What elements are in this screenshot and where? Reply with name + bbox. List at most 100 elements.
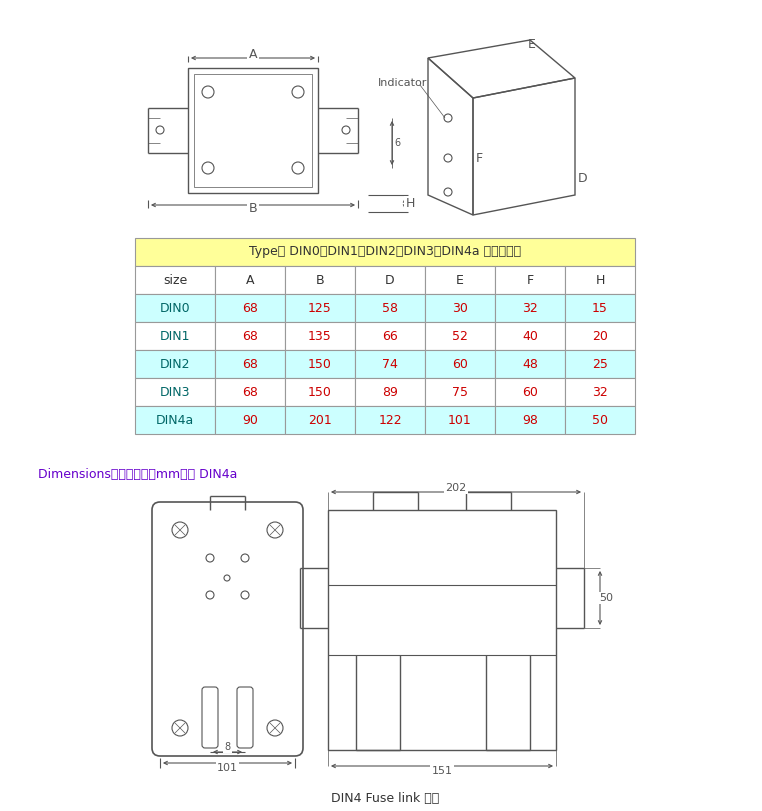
Polygon shape: [355, 406, 425, 434]
Polygon shape: [285, 266, 355, 294]
Text: 68: 68: [242, 385, 258, 398]
Text: 66: 66: [382, 329, 398, 342]
Text: 52: 52: [452, 329, 468, 342]
Polygon shape: [135, 378, 215, 406]
Polygon shape: [285, 406, 355, 434]
Text: DIN1: DIN1: [160, 329, 190, 342]
Polygon shape: [355, 350, 425, 378]
Polygon shape: [495, 266, 565, 294]
Text: 98: 98: [522, 414, 538, 427]
Text: 40: 40: [522, 329, 538, 342]
Text: 25: 25: [592, 358, 608, 371]
Text: 75: 75: [452, 385, 468, 398]
Polygon shape: [355, 378, 425, 406]
Text: 150: 150: [308, 358, 332, 371]
Text: 6: 6: [394, 138, 400, 148]
Polygon shape: [215, 406, 285, 434]
Text: H: H: [405, 197, 415, 210]
Text: DIN3: DIN3: [160, 385, 190, 398]
Text: Type： DIN0、DIN1、DIN2、DIN3、DIN4a 尺寸示意图: Type： DIN0、DIN1、DIN2、DIN3、DIN4a 尺寸示意图: [249, 246, 521, 259]
Text: 201: 201: [308, 414, 332, 427]
Polygon shape: [495, 322, 565, 350]
Text: 89: 89: [382, 385, 398, 398]
Polygon shape: [355, 322, 425, 350]
Polygon shape: [355, 266, 425, 294]
Text: Indicator: Indicator: [378, 78, 427, 88]
Text: F: F: [527, 273, 533, 286]
Polygon shape: [355, 294, 425, 322]
Text: 48: 48: [522, 358, 538, 371]
Polygon shape: [565, 322, 635, 350]
Text: D: D: [578, 171, 588, 184]
Polygon shape: [135, 406, 215, 434]
Polygon shape: [565, 266, 635, 294]
Text: 101: 101: [448, 414, 472, 427]
Text: E: E: [456, 273, 464, 286]
Polygon shape: [425, 350, 495, 378]
Text: 68: 68: [242, 358, 258, 371]
Polygon shape: [135, 294, 215, 322]
Text: 8: 8: [225, 742, 231, 752]
Text: Dimensions安装尺寸图（mm）： DIN4a: Dimensions安装尺寸图（mm）： DIN4a: [38, 469, 238, 482]
Polygon shape: [285, 350, 355, 378]
Text: 135: 135: [308, 329, 332, 342]
Text: B: B: [315, 273, 325, 286]
Polygon shape: [135, 350, 215, 378]
Polygon shape: [215, 266, 285, 294]
Polygon shape: [495, 350, 565, 378]
Polygon shape: [425, 294, 495, 322]
Polygon shape: [495, 294, 565, 322]
Text: 30: 30: [452, 302, 468, 315]
Text: 58: 58: [382, 302, 398, 315]
Text: 68: 68: [242, 329, 258, 342]
Text: F: F: [476, 152, 483, 165]
Text: size: size: [163, 273, 187, 286]
Text: DIN0: DIN0: [160, 302, 190, 315]
Text: 150: 150: [308, 385, 332, 398]
Text: 15: 15: [592, 302, 608, 315]
Text: 125: 125: [308, 302, 332, 315]
Polygon shape: [215, 294, 285, 322]
Text: B: B: [248, 203, 258, 216]
Text: 32: 32: [592, 385, 608, 398]
Text: 32: 32: [522, 302, 538, 315]
Polygon shape: [565, 406, 635, 434]
Polygon shape: [135, 266, 215, 294]
Text: 74: 74: [382, 358, 398, 371]
Text: 90: 90: [242, 414, 258, 427]
Text: 60: 60: [522, 385, 538, 398]
Text: DIN4a: DIN4a: [156, 414, 194, 427]
Polygon shape: [495, 378, 565, 406]
Text: H: H: [595, 273, 605, 286]
Polygon shape: [135, 322, 215, 350]
Text: 68: 68: [242, 302, 258, 315]
Polygon shape: [215, 322, 285, 350]
Text: D: D: [385, 273, 395, 286]
Polygon shape: [285, 378, 355, 406]
Polygon shape: [565, 294, 635, 322]
Polygon shape: [285, 322, 355, 350]
Text: 202: 202: [445, 483, 466, 493]
Polygon shape: [565, 350, 635, 378]
Text: 101: 101: [217, 763, 238, 773]
Text: 50: 50: [599, 593, 613, 603]
Polygon shape: [135, 238, 635, 266]
Text: 60: 60: [452, 358, 468, 371]
Text: 20: 20: [592, 329, 608, 342]
Text: E: E: [528, 38, 536, 52]
Text: DIN2: DIN2: [160, 358, 190, 371]
Polygon shape: [285, 294, 355, 322]
Polygon shape: [215, 350, 285, 378]
Text: A: A: [246, 273, 255, 286]
Polygon shape: [425, 266, 495, 294]
Polygon shape: [495, 406, 565, 434]
Polygon shape: [215, 378, 285, 406]
Text: 151: 151: [431, 766, 453, 776]
Polygon shape: [425, 406, 495, 434]
Text: DIN4 Fuse link 熔体: DIN4 Fuse link 熔体: [331, 792, 439, 805]
Text: A: A: [248, 49, 258, 62]
Text: 122: 122: [378, 414, 402, 427]
Text: 50: 50: [592, 414, 608, 427]
Polygon shape: [425, 322, 495, 350]
Polygon shape: [425, 378, 495, 406]
